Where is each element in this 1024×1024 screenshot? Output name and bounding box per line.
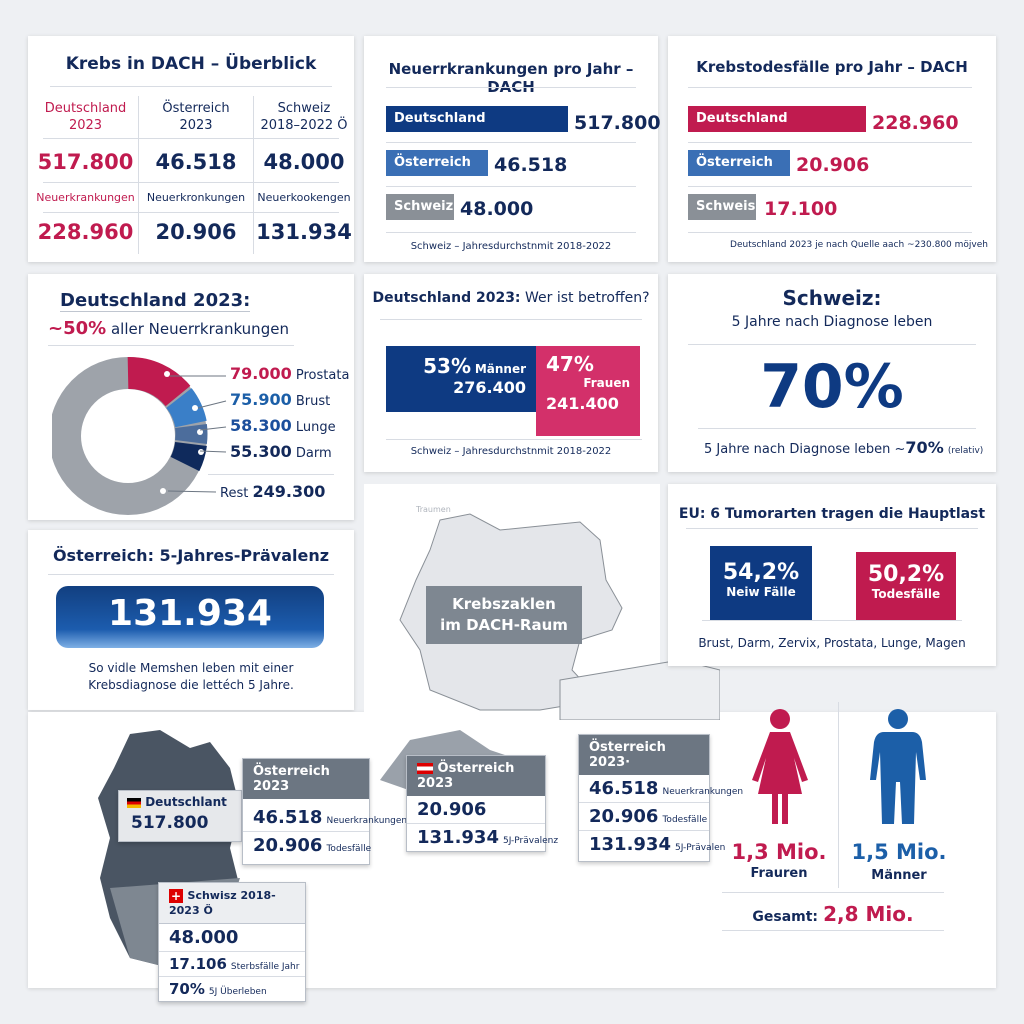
deaths-card: Krebstodesfälle pro Jahr – DACH Deutschl… bbox=[668, 36, 996, 262]
overview-label-ch: Neuerkookengen bbox=[257, 191, 351, 204]
donut-title: Deutschland 2023: bbox=[60, 290, 251, 312]
gender-title-bold: Deutschland 2023: bbox=[372, 290, 521, 306]
men-count: 1,5 Mio. bbox=[851, 840, 947, 864]
map-box-austria-1: Österreich 2023 46.518 Neuerkrankungen 20… bbox=[242, 758, 407, 865]
map-box-austria-3: Österreich 2023· 46.518 Neuerkrankungen 2… bbox=[578, 734, 743, 862]
donut-legend-prostata: 79.000 Prostata bbox=[230, 364, 350, 383]
donut-legend-brust: 75.900 Brust bbox=[230, 390, 331, 409]
overview-deaths-de: 228.960 bbox=[37, 220, 134, 244]
overview-new-at: 46.518 bbox=[155, 150, 237, 174]
women-label: Frauren bbox=[750, 866, 808, 881]
man-icon bbox=[870, 709, 926, 824]
eu-death-block: 50,2% Todesfälle bbox=[856, 552, 956, 620]
eu-card: EU: 6 Tumorarten tragen die Hauptlast 54… bbox=[668, 484, 996, 666]
gender-title-rest: Wer ist betroffen? bbox=[524, 290, 650, 306]
people-panel: 1,3 Mio. Frauren 1,5 Mio. Männer Gesamt:… bbox=[720, 680, 996, 938]
overview-new-de: 517.800 bbox=[37, 150, 134, 174]
austria-value-banner: 131.934 bbox=[56, 586, 324, 648]
map-faint-label: Traumen bbox=[416, 505, 451, 514]
overview-country-ch: Schweiz bbox=[277, 101, 331, 116]
donut-card: Deutschland 2023: ~50% aller Neuerrkrank… bbox=[28, 274, 354, 520]
new-cases-footnote: Schweiz – Jahresdurchstnmit 2018-2022 bbox=[410, 241, 612, 252]
donut-pct: ~50% bbox=[48, 318, 107, 339]
overview-country-at: Österreich bbox=[162, 101, 230, 116]
bar-new-ch-value: 48.000 bbox=[460, 198, 534, 220]
map-box-austria-2: Österreich 2023 20.906 131.934 5J-Prävale… bbox=[406, 755, 558, 852]
swiss-subtitle: 5 Jahre nach Diagnose leben bbox=[731, 314, 933, 330]
swiss-footnote: 5 Jahre nach Diagnose leben ~70% (relati… bbox=[704, 438, 984, 457]
overview-label-at: Neuerkronkungen bbox=[146, 191, 246, 204]
austria-text-2: Krebsdiagnose die lettéch 5 Jahre. bbox=[88, 678, 294, 692]
map-box-germany: Deutschlant 517.800 bbox=[118, 790, 242, 842]
bar-new-de: Deutschland bbox=[386, 106, 568, 132]
swiss-big-pct: 70% bbox=[760, 352, 904, 422]
swiss-flag-icon: + bbox=[169, 888, 183, 903]
new-cases-title: Neuerrkrankungen pro Jahr – DACH bbox=[388, 60, 634, 96]
bar-new-at: Österreich bbox=[386, 150, 488, 176]
overview-title: Krebs in DACH – Überblick bbox=[65, 54, 317, 74]
deaths-title: Krebstodesfälle pro Jahr – DACH bbox=[696, 58, 968, 76]
donut-legend-rest: Rest 249.300 bbox=[220, 482, 326, 501]
bar-death-ch: Schweis bbox=[688, 194, 756, 220]
overview-period-at: 2023 bbox=[179, 118, 213, 133]
bar-death-de-value: 228.960 bbox=[872, 112, 959, 134]
germany-flag-icon bbox=[127, 797, 141, 808]
eu-footnote: Brust, Darm, Zervix, Prostata, Lunge, Ma… bbox=[698, 636, 966, 650]
donut-legend-lunge: 58.300 Lunge bbox=[230, 416, 336, 435]
deaths-footnote: Deutschland 2023 je nach Quelle aach ~23… bbox=[730, 240, 988, 250]
donut-subtitle: aller Neuerrkrankungen bbox=[110, 320, 289, 338]
eu-new-block: 54,2% Neiw Fälle bbox=[710, 546, 812, 620]
bar-new-ch: Schweiz bbox=[386, 194, 454, 220]
bar-new-de-value: 517.800 bbox=[574, 112, 661, 134]
swiss-card: Schweiz: 5 Jahre nach Diagnose leben 70%… bbox=[668, 274, 996, 472]
overview-deaths-ch: 131.934 bbox=[256, 220, 352, 244]
bar-death-ch-value: 17.100 bbox=[764, 198, 838, 220]
map-title-box: Krebszaklen im DACH-Raum bbox=[426, 586, 582, 644]
men-block: 53% Männer 276.400 bbox=[386, 346, 536, 412]
austria-flag-icon bbox=[417, 763, 433, 774]
overview-deaths-at: 20.906 bbox=[155, 220, 237, 244]
swiss-title: Schweiz: bbox=[782, 286, 882, 310]
overview-period-ch: 2018–2022 Ö bbox=[260, 118, 348, 133]
gender-card: Deutschland 2023: Wer ist betroffen? 53%… bbox=[364, 274, 658, 472]
austria-card: Österreich: 5-Jahres-Prävalenz 131.934 S… bbox=[28, 530, 354, 710]
bar-new-at-value: 46.518 bbox=[494, 154, 568, 176]
total-count: Gesamt: 2,8 Mio. bbox=[752, 902, 914, 926]
gender-footnote: Schweiz – Jahresdurchstnmit 2018-2022 bbox=[410, 446, 612, 457]
new-cases-card: Neuerrkrankungen pro Jahr – DACH Deutsch… bbox=[364, 36, 661, 262]
woman-icon bbox=[752, 709, 808, 824]
overview-card: Krebs in DACH – Überblick Deutschland 20… bbox=[28, 36, 354, 262]
bar-death-at-value: 20.906 bbox=[796, 154, 870, 176]
eu-title: EU: 6 Tumorarten tragen die Hauptlast bbox=[678, 506, 986, 522]
bar-death-at: Österreich bbox=[688, 150, 790, 176]
austria-text-1: So vidle Memshen leben mit einer bbox=[88, 661, 294, 675]
women-block: 47% Frauen 241.400 bbox=[536, 346, 640, 436]
overview-country-de: Deutschland bbox=[44, 101, 127, 116]
overview-label-de: Neuerkrankungen bbox=[36, 191, 135, 204]
bar-death-de: Deutschland bbox=[688, 106, 866, 132]
women-count: 1,3 Mio. bbox=[731, 840, 827, 864]
overview-period-de: 2023 bbox=[68, 118, 103, 133]
donut-chart bbox=[52, 357, 208, 515]
map-box-switzerland: + Schwisz 2018-2023 Ö 48.000 17.106 Sterb… bbox=[158, 882, 306, 1002]
austria-title: Österreich: 5-Jahres-Prävalenz bbox=[52, 546, 330, 565]
overview-new-ch: 48.000 bbox=[263, 150, 345, 174]
donut-legend-darm: 55.300 Darm bbox=[230, 442, 332, 461]
men-label: Männer bbox=[871, 868, 927, 883]
